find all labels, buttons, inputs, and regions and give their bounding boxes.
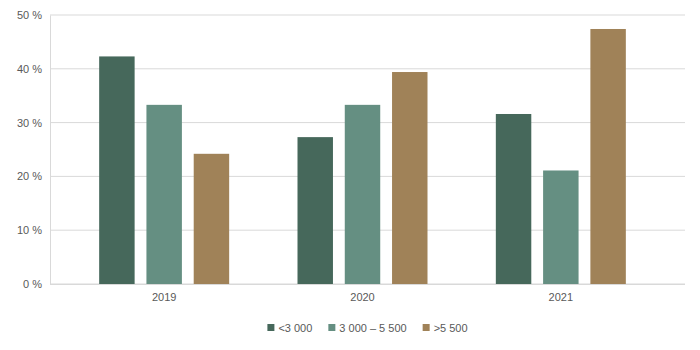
tick: 2019 [152,284,176,303]
tick: 2020 [350,284,374,303]
axis-line [50,284,685,285]
legend-item: <3 000 [267,322,312,334]
legend: <3 000 3 000 – 5 500 >5 500 [267,322,467,334]
tick: 40 % [17,63,50,75]
chart: 0 % 10 % 20 % 30 % 40 % 50 % 2019 2020 2021 <3 00… [0,0,700,350]
bars [99,29,626,284]
tick: 10 % [17,224,50,236]
tick: 30 % [17,117,50,129]
x-axis: 2019 2020 2021 [50,284,685,303]
bar [496,114,531,284]
legend-item: >5 500 [423,322,468,334]
axis-line [50,16,51,285]
tick-label: 40 % [17,63,42,75]
grid-line [50,68,685,69]
tick-label: 0 % [23,278,42,290]
legend-swatch [423,324,430,331]
legend-label: >5 500 [434,322,468,334]
bar [298,137,333,284]
tick-label: 2020 [350,291,374,303]
bar [543,170,578,284]
bar [590,29,625,284]
bar [99,56,134,284]
grid-line [50,15,685,16]
legend-item: 3 000 – 5 500 [328,322,406,334]
tick-label: 50 % [17,9,42,21]
bar [345,105,380,284]
bar [146,105,181,284]
legend-label: <3 000 [278,322,312,334]
legend-label: 3 000 – 5 500 [339,322,406,334]
tick-label: 30 % [17,117,42,129]
tick: 2021 [549,284,573,303]
tick: 20 % [17,170,50,182]
series [194,29,626,284]
legend-swatch [328,324,335,331]
tick-label: 20 % [17,170,42,182]
series [146,105,578,284]
bar [194,154,229,284]
bar [392,72,427,284]
tick-label: 2019 [152,291,176,303]
series [99,56,531,284]
legend-swatch [267,324,274,331]
y-axis: 0 % 10 % 20 % 30 % 40 % 50 % [17,9,51,290]
tick-label: 2021 [549,291,573,303]
tick: 0 % [23,278,50,290]
grid [50,15,685,284]
tick: 50 % [17,9,50,21]
tick-label: 10 % [17,224,42,236]
